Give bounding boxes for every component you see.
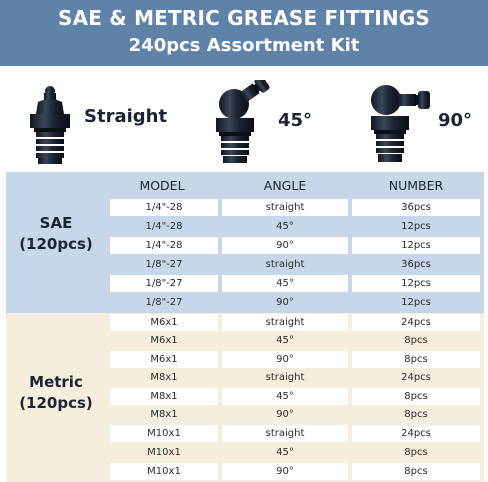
page-subtitle: 240pcs Assortment Kit [128, 35, 360, 56]
header-banner: SAE & METRIC GREASE FITTINGS 240pcs Asso… [0, 0, 488, 66]
angle-cell: straight [222, 314, 348, 331]
angle-cell: 90° [222, 351, 348, 368]
number-cell: 36pcs [352, 199, 480, 216]
table-row: 1/8"-27 straight 36pcs [106, 255, 484, 274]
number-cell: 12pcs [401, 297, 431, 308]
model-cell: M10x1 [110, 463, 218, 480]
angle-cell: straight [222, 199, 348, 216]
number-cell: 24pcs [401, 372, 431, 383]
model-cell: M6x1 [150, 335, 178, 346]
straight-fitting-icon [30, 86, 70, 164]
number-cell: 8pcs [404, 409, 428, 420]
90-degree-label: 90° [438, 110, 473, 131]
angle-cell: 45° [222, 388, 348, 405]
90-degree-fitting-icon [371, 85, 430, 162]
column-header-number: NUMBER [388, 178, 444, 193]
model-cell: 1/4"-28 [110, 199, 218, 216]
column-header-angle: ANGLE [263, 178, 307, 193]
sae-group-label: SAE (120pcs) [6, 213, 106, 255]
fitting-types: Straight 45° [0, 74, 488, 164]
angle-cell: straight [265, 372, 305, 383]
number-cell: 8pcs [404, 335, 428, 346]
angle-cell: 90° [276, 297, 294, 308]
table-row: M8x1 45° 8pcs [106, 387, 484, 406]
table-row: 1/4"-28 90° 12pcs [106, 236, 484, 255]
number-cell: 36pcs [401, 259, 431, 270]
number-cell: 8pcs [352, 463, 480, 480]
table-row: 1/8"-27 90° 12pcs [106, 293, 484, 312]
model-cell: M6x1 [110, 351, 218, 368]
model-cell: 1/8"-27 [145, 259, 183, 270]
number-cell: 8pcs [404, 447, 428, 458]
table-row: 1/4"-28 45° 12pcs [106, 217, 484, 236]
metric-group-count: (120pcs) [19, 394, 93, 412]
angle-cell: 45° [276, 335, 294, 346]
model-cell: M6x1 [110, 314, 218, 331]
model-cell: 1/4"-28 [110, 237, 218, 254]
angle-cell: straight [265, 259, 305, 270]
number-cell: 12pcs [352, 237, 480, 254]
45-degree-label: 45° [278, 110, 313, 131]
angle-cell: 90° [276, 409, 294, 420]
angle-cell: 90° [222, 463, 348, 480]
sae-group-count: (120pcs) [19, 235, 93, 253]
model-cell: 1/4"-28 [145, 221, 183, 232]
angle-cell: 45° [276, 221, 294, 232]
model-cell: M8x1 [110, 388, 218, 405]
model-cell: 1/8"-27 [110, 275, 218, 292]
model-cell: M10x1 [147, 447, 181, 458]
table-row: M6x1 straight 24pcs [106, 313, 484, 332]
sae-group-title: SAE [39, 214, 73, 232]
straight-label: Straight [84, 106, 168, 127]
table-row: M10x1 straight 24pcs [106, 424, 484, 443]
number-cell: 24pcs [352, 314, 480, 331]
angle-cell: 90° [222, 237, 348, 254]
model-cell: M8x1 [150, 409, 178, 420]
metric-group-label: Metric (120pcs) [6, 372, 106, 414]
table-row: M6x1 90° 8pcs [106, 350, 484, 369]
45-degree-fitting-icon [216, 80, 270, 163]
angle-cell: 45° [222, 275, 348, 292]
table-row: M6x1 45° 8pcs [106, 331, 484, 350]
number-cell: 12pcs [401, 221, 431, 232]
table-row: M10x1 45° 8pcs [106, 443, 484, 462]
model-cell: 1/8"-27 [145, 297, 183, 308]
table-row: M8x1 90° 8pcs [106, 405, 484, 424]
page-title: SAE & METRIC GREASE FITTINGS [57, 6, 431, 30]
angle-cell: straight [222, 425, 348, 442]
number-cell: 12pcs [352, 275, 480, 292]
table-row: 1/8"-27 45° 12pcs [106, 274, 484, 293]
column-header-model: MODEL [139, 178, 185, 193]
number-cell: 8pcs [352, 351, 480, 368]
number-cell: 8pcs [352, 388, 480, 405]
table-row: M10x1 90° 8pcs [106, 462, 484, 481]
model-cell: M8x1 [150, 372, 178, 383]
table-row: 1/4"-28 straight 36pcs [106, 198, 484, 217]
metric-group-title: Metric [29, 373, 83, 391]
angle-cell: 45° [276, 447, 294, 458]
number-cell: 24pcs [352, 425, 480, 442]
model-cell: M10x1 [110, 425, 218, 442]
table-row: M8x1 straight 24pcs [106, 368, 484, 387]
